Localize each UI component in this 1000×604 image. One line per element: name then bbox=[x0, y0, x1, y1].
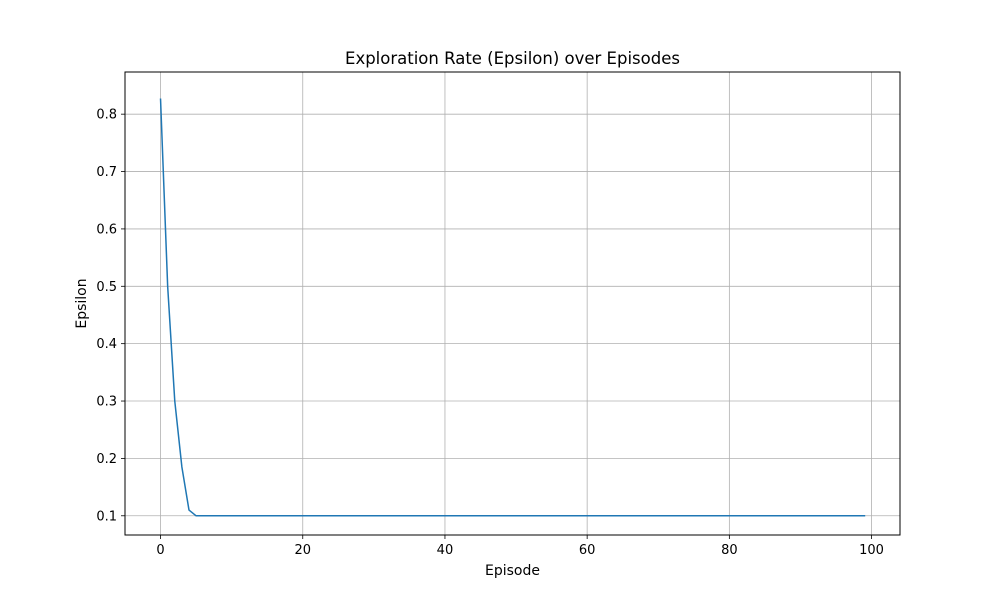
y-tick-label: 0.7 bbox=[96, 165, 117, 180]
y-tick-label: 0.8 bbox=[96, 108, 117, 123]
x-tick-label: 20 bbox=[294, 543, 311, 558]
x-tick-label: 0 bbox=[156, 543, 164, 558]
x-tick-label: 40 bbox=[437, 543, 454, 558]
x-tick-label: 60 bbox=[579, 543, 596, 558]
grid bbox=[125, 72, 900, 535]
y-tick-label: 0.4 bbox=[96, 337, 117, 352]
series-layer bbox=[159, 98, 866, 517]
x-axis-label: Episode bbox=[485, 563, 540, 579]
series-line bbox=[159, 98, 866, 517]
y-tick-label: 0.2 bbox=[96, 452, 117, 467]
x-tick-label: 80 bbox=[721, 543, 738, 558]
y-tick-label: 0.5 bbox=[96, 280, 117, 295]
chart-title: Exploration Rate (Epsilon) over Episodes bbox=[345, 49, 680, 68]
y-tick-label: 0.3 bbox=[96, 395, 117, 410]
y-tick-label: 0.1 bbox=[96, 509, 117, 524]
ticks: 0 20 40 60 80 100 0.1 0.2 0.3 0.4 0.5 0.6 0.7 0.8 bbox=[96, 108, 884, 558]
plot-frame bbox=[124, 71, 901, 536]
x-tick-label: 100 bbox=[859, 543, 884, 558]
y-axis-label: Epsilon bbox=[74, 278, 90, 328]
y-tick-label: 0.6 bbox=[96, 222, 117, 237]
